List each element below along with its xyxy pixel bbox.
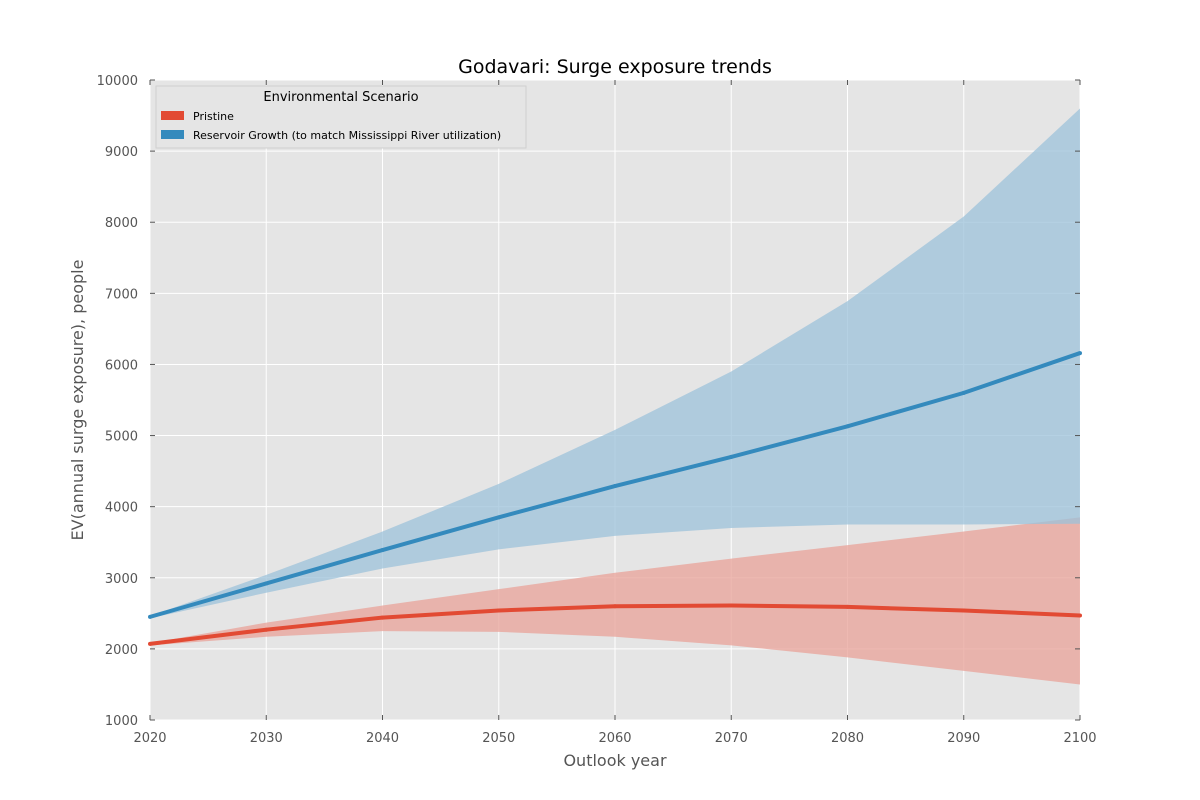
series-1-point-2070	[729, 454, 734, 459]
y-tick-label-6000: 6000	[105, 358, 138, 373]
series-0-point-2080	[845, 604, 850, 609]
y-tick-label-9000: 9000	[105, 145, 138, 160]
series-0-point-2020	[148, 641, 152, 646]
confidence-bands	[150, 108, 1080, 685]
legend-label-reservoir-growth: Reservoir Growth (to match Mississippi R…	[193, 129, 501, 142]
legend-swatch-reservoir-growth	[161, 130, 184, 139]
y-tick-label-10000: 10000	[97, 74, 138, 89]
legend-frame	[155, 85, 527, 149]
y-tick-label-8000: 8000	[105, 216, 138, 231]
x-tick-label-2020: 2020	[133, 731, 166, 746]
series-0-point-2090	[961, 608, 966, 613]
x-axis-title: Outlook year	[563, 751, 667, 770]
series-0-point-2050	[496, 608, 501, 613]
x-tick-label-2060: 2060	[598, 731, 631, 746]
x-tick-label-2040: 2040	[366, 731, 399, 746]
series-0-point-2040	[380, 615, 385, 620]
series-1-point-2050	[496, 515, 501, 520]
series-1-point-2020	[148, 614, 152, 619]
axis-ticks	[149, 79, 1081, 721]
series-0-point-2030	[264, 627, 269, 632]
x-tick-label-2030: 2030	[250, 731, 283, 746]
y-tick-label-4000: 4000	[105, 501, 138, 516]
y-tick-label-7000: 7000	[105, 287, 138, 302]
legend: Environmental Scenario Pristine Reservoi…	[155, 85, 527, 149]
x-tick-label-2070: 2070	[715, 731, 748, 746]
series-0-band	[150, 517, 1080, 685]
chart-title: Godavari: Surge exposure trends	[458, 56, 772, 78]
series-1-point-2040	[380, 548, 385, 553]
series-1-point-2030	[264, 581, 269, 586]
y-tick-label-3000: 3000	[105, 572, 138, 587]
legend-label-pristine: Pristine	[193, 110, 234, 123]
series-1-point-2100	[1078, 351, 1082, 356]
series-1-point-2060	[613, 484, 617, 489]
y-tick-label-1000: 1000	[105, 714, 138, 729]
x-tick-label-2090: 2090	[947, 731, 980, 746]
legend-swatch-pristine	[161, 111, 184, 120]
series-0-point-2100	[1078, 613, 1082, 618]
y-axis-title: EV(annual surge exposure), people	[68, 260, 87, 541]
x-tick-labels: 2020 2030 2040 2050 2060 2070 2080 2090 2100	[133, 731, 1096, 746]
y-tick-label-5000: 5000	[105, 430, 138, 445]
series-1-point-2080	[845, 424, 850, 429]
legend-title: Environmental Scenario	[263, 90, 418, 105]
y-tick-label-2000: 2000	[105, 643, 138, 658]
series-lines	[148, 351, 1082, 646]
series-1-point-2090	[961, 390, 966, 395]
series-0-point-2060	[613, 604, 617, 609]
x-tick-label-2100: 2100	[1063, 731, 1096, 746]
series-0-point-2070	[729, 603, 734, 608]
y-tick-labels: 1000 2000 3000 4000 5000 6000 7000 8000 9000 1000…	[97, 74, 138, 729]
x-tick-label-2080: 2080	[831, 731, 864, 746]
series-1-band	[150, 108, 1080, 619]
x-tick-label-2050: 2050	[482, 731, 515, 746]
